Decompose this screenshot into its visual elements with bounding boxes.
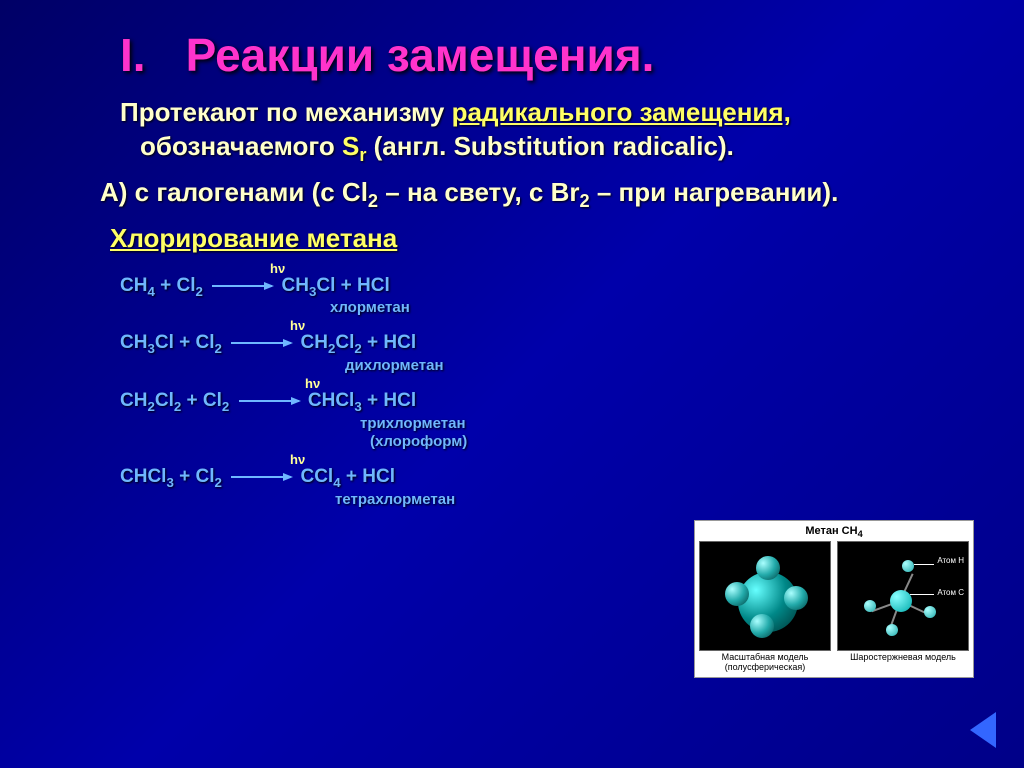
- arrow-icon: [231, 476, 291, 478]
- reaction-2: hν CH3Cl + Cl2 CH2Cl2 + HCl дихлорметан: [120, 319, 976, 375]
- ball-stick-model: Атом H Атом C: [837, 541, 969, 651]
- space-filling-model: [699, 541, 831, 651]
- halogen-note: А) с галогенами (с Cl2 – на свету, с Br2…: [100, 176, 976, 213]
- prev-slide-button[interactable]: [970, 712, 996, 748]
- arrow-icon: [231, 342, 291, 344]
- slide-title: I. Реакции замещения.: [120, 28, 976, 82]
- reaction-3: hν CH2Cl2 + Cl2 CHCl3 + HCl трихлорметан…: [120, 377, 976, 451]
- reaction-1: hν CH4 + Cl2 CH3Cl + HCl хлорметан: [120, 262, 976, 318]
- intro-paragraph: Протекают по механизму радикального заме…: [120, 96, 976, 168]
- reaction-list: hν CH4 + Cl2 CH3Cl + HCl хлорметан hν CH…: [120, 262, 976, 509]
- arrow-icon: [239, 400, 299, 402]
- title-number: I.: [120, 28, 146, 82]
- title-text: Реакции замещения.: [186, 28, 655, 82]
- chlorination-subtitle: Хлорирование метана: [110, 223, 976, 254]
- reaction-4: hν CHCl3 + Cl2 CCl4 + HCl тетрахлорметан: [120, 453, 976, 509]
- arrow-icon: [212, 285, 272, 287]
- molecule-model-figure: Метан CH4 Атом H Атом C: [694, 520, 974, 678]
